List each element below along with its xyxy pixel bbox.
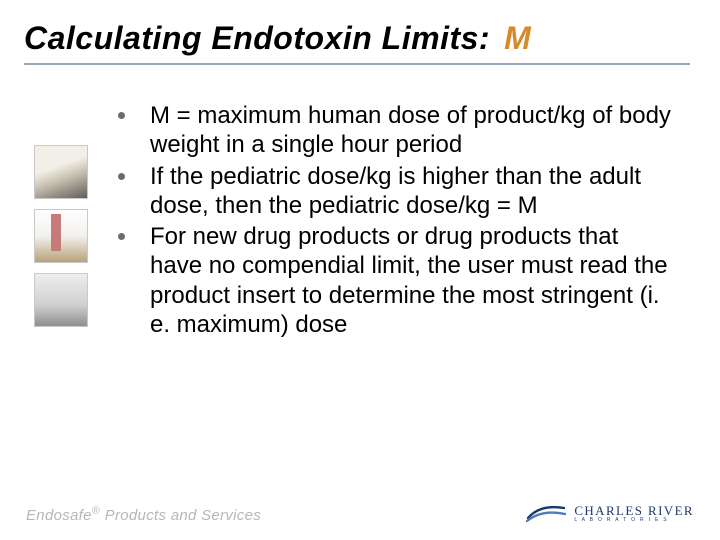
footer-right-logo: CHARLES RIVER L A B O R A T O R I E S	[526, 502, 694, 524]
image-strip	[34, 145, 88, 341]
bullet-text: M = maximum human dose of product/kg of …	[150, 102, 671, 158]
footer-left: Endosafe® Products and Services	[26, 505, 261, 524]
slide-title: Calculating Endotoxin Limits:	[24, 20, 490, 57]
logo-text: CHARLES RIVER L A B O R A T O R I E S	[574, 504, 694, 523]
content-area: M = maximum human dose of product/kg of …	[30, 101, 690, 341]
thumbnail-device-icon	[34, 145, 88, 199]
thumbnail-pipette-icon	[34, 209, 88, 263]
list-item: If the pediatric dose/kg is higher than …	[114, 162, 672, 221]
footer-brand: Endosafe	[26, 507, 92, 524]
logo-company-sub: L A B O R A T O R I E S	[574, 518, 694, 523]
bullet-text: For new drug products or drug products t…	[150, 223, 668, 338]
list-item: For new drug products or drug products t…	[114, 222, 672, 339]
bullet-text: If the pediatric dose/kg is higher than …	[150, 163, 641, 219]
footer: Endosafe® Products and Services CHARLES …	[26, 502, 694, 524]
footer-tagline: Products and Services	[100, 507, 261, 524]
bullet-list: M = maximum human dose of product/kg of …	[114, 101, 690, 341]
list-item: M = maximum human dose of product/kg of …	[114, 101, 672, 160]
slide: Calculating Endotoxin Limits: M M = maxi…	[0, 0, 720, 540]
title-row: Calculating Endotoxin Limits: M	[24, 20, 690, 65]
slide-title-accent: M	[504, 20, 531, 57]
logo-swoosh-icon	[526, 502, 566, 524]
registered-icon: ®	[92, 505, 100, 517]
logo-company-name: CHARLES RIVER	[574, 504, 694, 517]
thumbnail-vials-icon	[34, 273, 88, 327]
